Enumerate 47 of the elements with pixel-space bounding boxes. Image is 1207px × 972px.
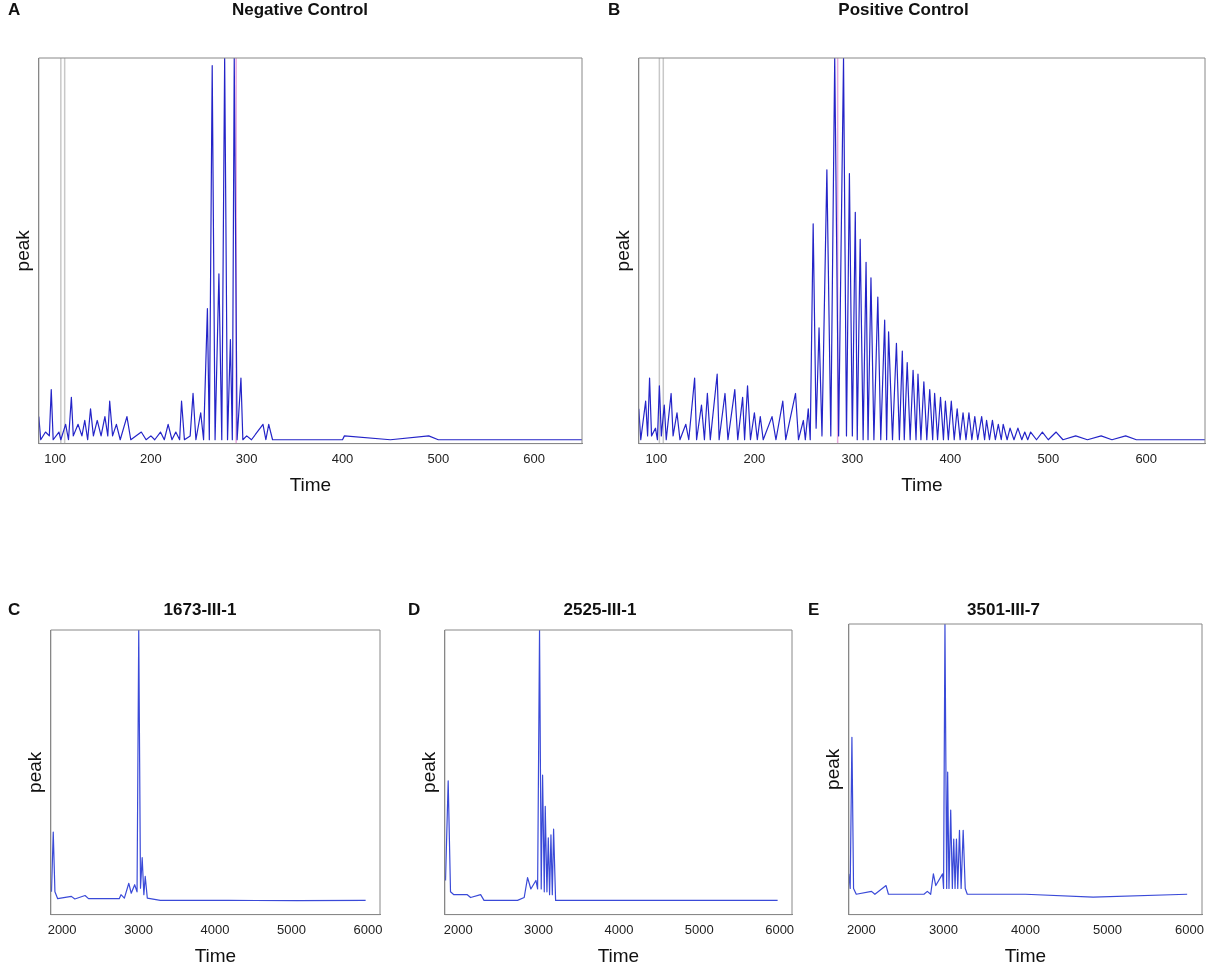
x-tick-label: 6000 [765, 921, 795, 937]
chart-title: 2525-III-1 [563, 600, 637, 619]
x-tick-label: 2000 [443, 921, 473, 937]
x-tick-label: 5000 [1093, 921, 1122, 937]
x-tick-label: 600 [523, 450, 545, 466]
x-tick-label: 300 [841, 450, 864, 466]
y-axis-title: peak [611, 229, 633, 272]
x-tick-label: 100 [44, 450, 66, 466]
x-tick-label: 300 [235, 450, 258, 466]
x-tick-label: 500 [427, 450, 450, 466]
chart-title: Positive Control [838, 0, 969, 19]
x-tick-label: 200 [140, 450, 162, 466]
x-tick-label: 6000 [1175, 921, 1204, 937]
x-tick-label: 3000 [524, 921, 554, 937]
x-tick-label: 4000 [1010, 921, 1040, 937]
y-axis-title: peak [417, 751, 439, 793]
chart-title: Negative Control [231, 0, 369, 19]
chart-title: 3501-III-7 [967, 600, 1040, 619]
x-tick-label: 6000 [353, 921, 383, 937]
text: D [408, 600, 421, 620]
x-tick-label: 4000 [200, 921, 230, 937]
x-tick-label: 500 [1037, 450, 1060, 466]
x-tick-label: 3000 [124, 921, 154, 937]
x-axis-title: Time [597, 944, 640, 966]
x-tick-label: 4000 [604, 921, 634, 937]
x-tick-label: 400 [939, 450, 962, 466]
y-axis-title: peak [11, 229, 33, 272]
x-axis-title: Time [901, 473, 943, 495]
x-axis-title: Time [1004, 944, 1047, 966]
x-tick-label: 2000 [47, 921, 77, 937]
x-tick-label: 100 [645, 450, 668, 466]
text: E [808, 600, 820, 620]
x-axis-title: Time [289, 473, 332, 495]
text: C [8, 600, 21, 620]
x-tick-label: 600 [1135, 450, 1158, 466]
x-tick-label: 5000 [684, 921, 714, 937]
y-axis-title: peak [821, 748, 843, 790]
x-tick-label: 2000 [846, 921, 876, 937]
chart-title: 1673-III-1 [163, 600, 237, 619]
text: A [8, 0, 21, 20]
x-tick-label: 400 [331, 450, 354, 466]
y-axis-title: peak [23, 751, 45, 793]
x-tick-label: 200 [743, 450, 766, 466]
x-axis-title: Time [194, 944, 237, 966]
x-tick-label: 3000 [928, 921, 958, 937]
x-tick-label: 5000 [277, 921, 306, 937]
text: B [608, 0, 621, 20]
